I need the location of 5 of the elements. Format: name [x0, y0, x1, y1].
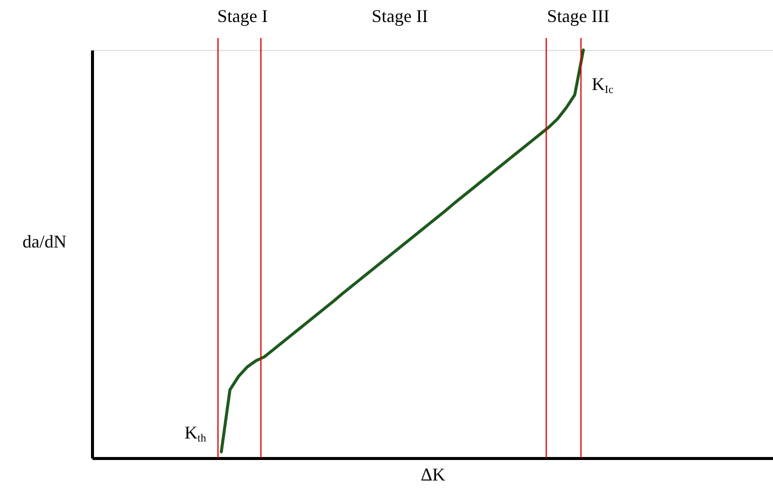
y-axis-title: da/dN	[22, 231, 66, 252]
x-axis-title: ΔK	[420, 464, 446, 484]
text: Stage II	[372, 6, 428, 26]
text: Stage III	[546, 6, 610, 26]
text: Stage I	[217, 6, 268, 26]
